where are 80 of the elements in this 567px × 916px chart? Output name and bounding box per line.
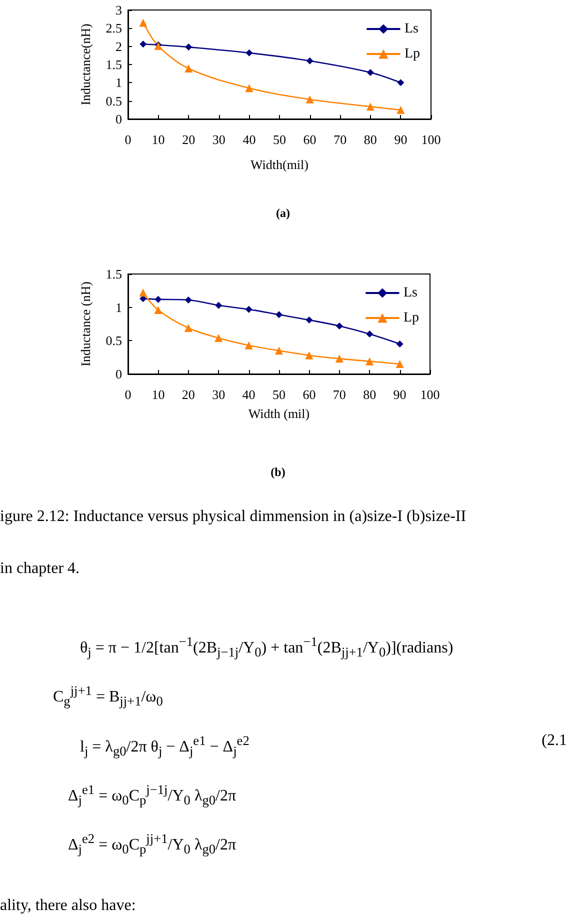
x-tick-label: 100 bbox=[420, 387, 440, 402]
point bbox=[396, 106, 405, 114]
point bbox=[154, 296, 162, 303]
legend-label: Ls bbox=[403, 286, 418, 300]
point bbox=[245, 84, 254, 92]
point bbox=[397, 79, 404, 86]
point bbox=[154, 306, 162, 314]
y-tick-label: 3 bbox=[116, 2, 122, 18]
point bbox=[306, 316, 313, 324]
x-tick-label: 10 bbox=[152, 387, 165, 402]
point bbox=[396, 360, 404, 368]
text: in chapter 4. bbox=[0, 558, 80, 579]
point bbox=[245, 306, 252, 313]
x-tick-label: 20 bbox=[182, 387, 195, 402]
x-tick-label: 10 bbox=[152, 132, 165, 147]
y-tick-label: 1 bbox=[116, 75, 122, 90]
point bbox=[140, 40, 147, 48]
point bbox=[366, 68, 374, 76]
x-tick-label: 80 bbox=[363, 387, 376, 402]
x-tick-label: 30 bbox=[212, 387, 226, 402]
x-tick-label: 60 bbox=[302, 387, 316, 402]
text: Δ$_{j}$$^{e1}$ = ω$_{0}$C$_{p}$$^{j−1j}$/Y$_{0}$ λ$_{g0}$/2π bbox=[68, 782, 236, 808]
y-tick-label: 1 bbox=[116, 300, 122, 315]
y-tick-label: 0 bbox=[116, 366, 122, 382]
y-axis-title: Inductance (nH) bbox=[78, 282, 93, 366]
x-tick-label: 100 bbox=[421, 132, 441, 147]
point bbox=[336, 322, 343, 330]
x-tick-label: 40 bbox=[242, 132, 256, 147]
point bbox=[184, 324, 192, 332]
legend-label: Lp bbox=[404, 46, 420, 62]
point bbox=[139, 288, 148, 297]
text: (2.1 bbox=[542, 730, 567, 751]
x-tick-label: 20 bbox=[182, 132, 196, 147]
point bbox=[396, 340, 404, 348]
y-tick-label: 2 bbox=[116, 38, 122, 54]
x-tick-label: 60 bbox=[303, 132, 316, 147]
x-tick-label: 40 bbox=[242, 387, 256, 402]
x-tick-label: 30 bbox=[212, 132, 226, 147]
x-tick-label: 80 bbox=[364, 132, 377, 147]
point bbox=[275, 346, 283, 355]
x-tick-label: 50 bbox=[272, 387, 286, 402]
x-tick-label: 90 bbox=[394, 132, 408, 147]
point bbox=[185, 44, 192, 51]
point bbox=[139, 18, 148, 27]
text: ality, there also have: bbox=[0, 896, 136, 916]
point bbox=[366, 102, 374, 111]
x-tick-label: 70 bbox=[332, 387, 346, 402]
point bbox=[305, 351, 314, 360]
x-tick-label: 70 bbox=[334, 132, 347, 147]
y-tick-label: 0.5 bbox=[106, 93, 122, 108]
x-tick-label: 90 bbox=[393, 387, 406, 402]
text: (b) bbox=[270, 464, 286, 480]
x-tick-label: 50 bbox=[273, 132, 286, 147]
y-tick-label: 1.5 bbox=[106, 57, 122, 72]
point bbox=[335, 354, 344, 363]
x-axis-title: Width (mil) bbox=[248, 406, 310, 421]
x-axis-title: Width(mil) bbox=[250, 157, 308, 172]
text: C$_{g}$$^{jj+1}$ = B$_{jj+1}$/ω$_{0}$ bbox=[53, 682, 163, 710]
y-tick-label: 2.5 bbox=[106, 20, 122, 36]
point bbox=[366, 357, 374, 366]
y-tick-label: 0.5 bbox=[106, 333, 122, 348]
point bbox=[215, 302, 222, 309]
legend-label: Lp bbox=[403, 310, 420, 326]
point bbox=[306, 57, 314, 64]
point bbox=[184, 296, 192, 304]
text: (a) bbox=[276, 205, 290, 222]
point bbox=[276, 311, 282, 318]
text: θ$_{j}$ = π − 1/2[tan$^{−1}$(2B$_{j−1j}$/Y$_{0}$) + tan$^{−1}$(2B$_{jj+1}$/Y$_{0}$)](radians) bbox=[80, 634, 454, 660]
point bbox=[366, 330, 374, 338]
y-tick-label: 1.5 bbox=[106, 266, 122, 282]
point bbox=[306, 95, 314, 104]
legend-label: Ls bbox=[404, 22, 418, 36]
y-tick-label: 0 bbox=[116, 112, 122, 126]
point bbox=[214, 334, 223, 342]
y-axis-title: Inductance(nH) bbox=[78, 24, 93, 106]
text: igure 2.12: Inductance versus physical dimmension in (a)size-I (b)size-II bbox=[0, 506, 466, 527]
point bbox=[184, 64, 193, 72]
point bbox=[244, 341, 253, 350]
point bbox=[246, 49, 253, 56]
text: Δ$_{j}$$^{e2}$ = ω$_{0}$C$_{p}$$^{jj+1}$/Y$_{0}$ λ$_{g0}$/2π bbox=[68, 830, 236, 856]
